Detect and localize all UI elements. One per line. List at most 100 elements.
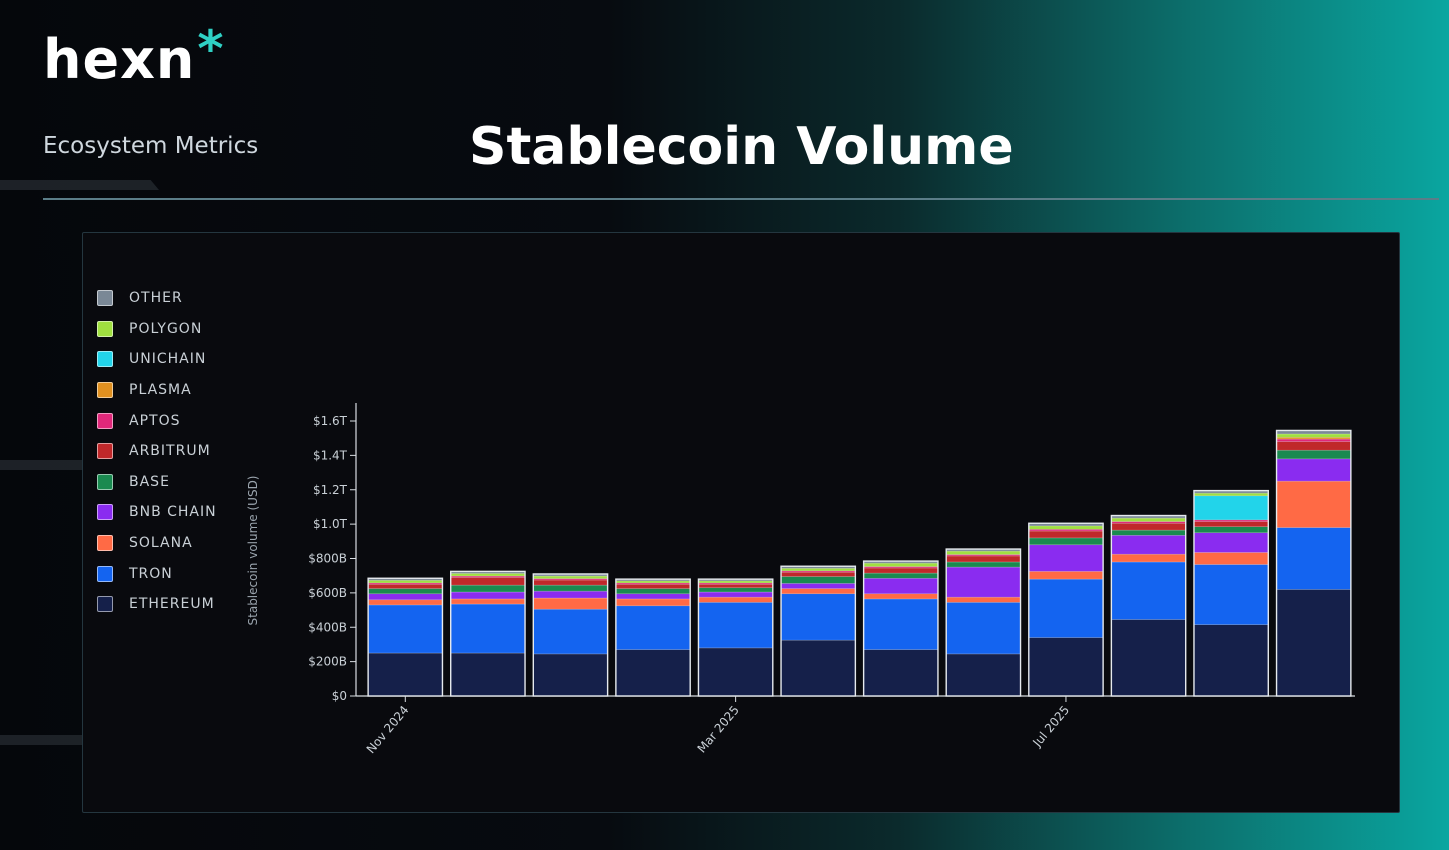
y-tick-label: $800B — [308, 552, 347, 566]
legend-item[interactable]: TRON — [97, 558, 217, 589]
legend-label: SOLANA — [129, 535, 193, 552]
bar-segment — [367, 583, 443, 589]
legend-label: BASE — [129, 473, 170, 490]
legend-item[interactable]: APTOS — [97, 405, 217, 436]
bar-segment — [450, 652, 526, 697]
y-tick-label: $600B — [308, 586, 347, 600]
bar-segment — [863, 593, 939, 600]
bar-segment — [532, 584, 608, 592]
bar-segment — [945, 602, 1021, 655]
legend-swatch — [97, 412, 113, 429]
bar-segment — [1276, 589, 1352, 697]
bar-segment — [615, 588, 691, 595]
header-divider — [43, 198, 1439, 200]
y-tick-label: $1.0T — [313, 517, 348, 531]
brand-mark: * — [197, 20, 225, 78]
bar-segment — [863, 562, 939, 567]
bar-segment — [780, 639, 856, 697]
bar-segment — [945, 566, 1021, 598]
bar-outline — [615, 578, 691, 697]
bar-segment — [450, 577, 526, 586]
legend-swatch — [97, 473, 113, 490]
brand-logo: hexn* — [43, 20, 225, 91]
bar-segment — [615, 583, 691, 589]
bar-segment — [945, 596, 1021, 603]
bar-segment — [1111, 522, 1187, 531]
bar-segment — [1276, 438, 1352, 442]
bar-segment — [1193, 552, 1269, 565]
bar-segment — [698, 580, 774, 584]
bar-segment — [1028, 537, 1104, 546]
y-tick-label: $1.2T — [313, 483, 348, 497]
bar-segment — [945, 555, 1021, 563]
bar-segment — [698, 583, 774, 589]
bar-segment — [1111, 517, 1187, 522]
bar-segment — [1028, 571, 1104, 580]
bar-segment — [1276, 449, 1352, 460]
legend-item[interactable]: OTHER — [97, 283, 217, 314]
legend-swatch — [97, 596, 113, 613]
legend-item[interactable]: ETHEREUM — [97, 589, 217, 620]
legend-item[interactable]: POLYGON — [97, 314, 217, 345]
y-tick-label: $1.4T — [313, 448, 348, 462]
bar-segment — [863, 567, 939, 574]
bar-segment — [945, 550, 1021, 555]
bar-segment — [698, 596, 774, 603]
chart-legend: OTHER POLYGON UNICHAIN PLASMA APTOS ARBITRUM B… — [97, 283, 217, 620]
legend-item[interactable]: BNB CHAIN — [97, 497, 217, 528]
legend-item[interactable]: PLASMA — [97, 375, 217, 406]
bar-segment — [780, 588, 856, 595]
legend-item[interactable]: BASE — [97, 467, 217, 498]
bar-outline — [1110, 514, 1187, 697]
bar-segment — [698, 587, 774, 593]
legend-label: BNB CHAIN — [129, 504, 217, 521]
bar-segment — [945, 653, 1021, 697]
bar-segment — [1193, 495, 1269, 521]
bar-segment — [780, 567, 856, 572]
legend-swatch — [97, 443, 113, 460]
chart-panel: OTHER POLYGON UNICHAIN PLASMA APTOS ARBITRUM B… — [82, 232, 1400, 813]
legend-swatch — [97, 290, 113, 307]
legend-item[interactable]: ARBITRUM — [97, 436, 217, 467]
legend-swatch — [97, 504, 113, 521]
bar-segment — [532, 597, 608, 610]
bar-segment — [780, 593, 856, 641]
legend-label: UNICHAIN — [129, 351, 207, 368]
legend-label: OTHER — [129, 290, 183, 307]
page-subtitle: Ecosystem Metrics — [43, 133, 259, 159]
bar-segment — [1276, 527, 1352, 590]
legend-swatch — [97, 565, 113, 582]
bar-segment — [780, 583, 856, 589]
y-axis-label: Stablecoin volume (USD) — [246, 476, 260, 626]
bar-segment — [450, 598, 526, 605]
stacked-bar-chart: $0 $200B $400B $600B $800B $1.0T $1.2T $1.4T $1.… — [246, 403, 1355, 756]
y-tick-label: $0 — [332, 689, 347, 703]
legend-label: ARBITRUM — [129, 443, 211, 460]
brand-name: hexn — [43, 28, 196, 91]
bar-segment — [615, 580, 691, 584]
legend-label: POLYGON — [129, 320, 203, 337]
x-tick-label: Jul 2025 — [1029, 703, 1072, 750]
bar-segment — [615, 598, 691, 607]
legend-swatch — [97, 320, 113, 337]
x-tick-label: Mar 2025 — [695, 703, 742, 756]
bar-segment — [1276, 441, 1352, 451]
x-tick-label: Nov 2024 — [364, 703, 412, 756]
bar-segment — [367, 593, 443, 601]
legend-item[interactable]: UNICHAIN — [97, 344, 217, 375]
bar-segment — [615, 649, 691, 697]
legend-item[interactable]: SOLANA — [97, 528, 217, 559]
bar-segment — [1028, 578, 1104, 638]
bar-segment — [1193, 564, 1269, 625]
legend-label: TRON — [129, 565, 173, 582]
bar-segment — [367, 599, 443, 606]
bar-segment — [863, 598, 939, 650]
bar-segment — [863, 649, 939, 697]
bar-segment — [780, 576, 856, 584]
bar-segment — [780, 571, 856, 577]
bar-segment — [532, 579, 608, 586]
y-tick-label: $400B — [308, 620, 347, 634]
bar-segment — [1111, 619, 1187, 697]
bar-outline — [532, 573, 609, 697]
bar-outline — [862, 560, 939, 697]
